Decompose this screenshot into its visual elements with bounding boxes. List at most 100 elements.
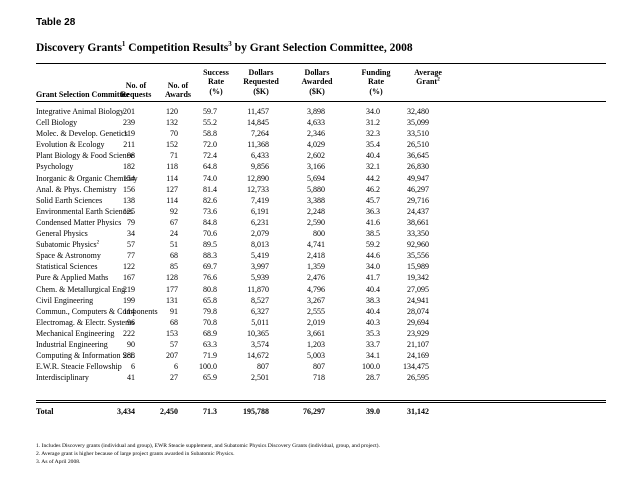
header-committee: Grant Selection Committee [36, 90, 130, 99]
cell-success-rate: 72.4 [203, 151, 217, 161]
table-row: E.W.R. Steacie Fellowship 6 6 100.0 807 807 10… [36, 361, 606, 372]
cell-requests: 154 [123, 173, 135, 183]
cell-funding-rate: 40.4 [366, 306, 380, 316]
cell-dollars-awarded: 807 [313, 362, 325, 372]
committee-name: Psychology [36, 161, 73, 172]
committee-name-text: Condensed Matter Physics [36, 217, 122, 227]
table-row: Evolution & Ecology 211 152 72.0 11,368 4,029… [36, 139, 606, 150]
committee-name-text: Plant Biology & Food Science [36, 151, 134, 161]
title-mid: Competition Results [125, 42, 229, 54]
committee-name: Cell Biology [36, 117, 77, 128]
cell-success-rate: 71.9 [203, 351, 217, 361]
cell-requests: 122 [123, 262, 135, 272]
cell-dollars-awarded: 2,019 [307, 317, 325, 327]
cell-average-grant: 27,095 [407, 284, 429, 294]
cell-dollars-requested: 14,845 [247, 118, 269, 128]
table-row: Environmental Earth Sciences 125 92 73.6 6,1… [36, 206, 606, 217]
top-rule [36, 63, 606, 64]
cell-average-grant: 21,107 [407, 339, 429, 349]
table-row: Pure & Applied Maths 167 128 76.6 5,939 2,476… [36, 272, 606, 283]
cell-success-rate: 70.6 [203, 229, 217, 239]
table-row: Civil Engineering 199 131 65.8 8,527 3,267 38.… [36, 295, 606, 306]
cell-funding-rate: 32.3 [366, 129, 380, 139]
cell-awards: 68 [170, 317, 178, 327]
cell-funding-rate: 44.6 [366, 251, 380, 261]
cell-success-rate: 63.3 [203, 339, 217, 349]
cell-dollars-requested: 11,457 [247, 107, 269, 116]
total-awards: 2,450 [160, 407, 178, 416]
cell-awards: 114 [166, 195, 178, 205]
cell-average-grant: 38,661 [407, 217, 429, 227]
cell-funding-rate: 59.2 [366, 240, 380, 250]
cell-average-grant: 24,169 [407, 351, 429, 361]
committee-name: Pure & Applied Maths [36, 272, 108, 283]
cell-awards: 91 [170, 306, 178, 316]
cell-awards: 92 [170, 206, 178, 216]
cell-dollars-requested: 12,733 [247, 184, 269, 194]
cell-awards: 132 [166, 118, 178, 128]
cell-funding-rate: 38.3 [366, 295, 380, 305]
table-row: Statistical Sciences 122 85 69.7 3,997 1,359 3… [36, 261, 606, 272]
cell-success-rate: 65.9 [203, 373, 217, 383]
cell-requests: 222 [123, 328, 135, 338]
cell-success-rate: 73.6 [203, 206, 217, 216]
cell-requests: 114 [123, 306, 135, 316]
header-awarded-line-3: ($K) [309, 86, 325, 96]
committee-name-text: Computing & Information Sci. [36, 351, 135, 361]
header-requested-line-2: Requested [243, 77, 279, 87]
cell-funding-rate: 41.6 [366, 217, 380, 227]
header-requested-line-1: Dollars [248, 68, 274, 77]
cell-awards: 152 [166, 140, 178, 150]
cell-funding-rate: 46.2 [366, 184, 380, 194]
cell-requests: 167 [123, 273, 135, 283]
header-grant-label: Grant [416, 77, 438, 87]
committee-name-text: Molec. & Develop. Genetics [36, 129, 128, 139]
cell-average-grant: 19,342 [407, 273, 429, 283]
cell-requests: 90 [127, 339, 135, 349]
header-awarded-line-1: Dollars [304, 68, 330, 77]
cell-awards: 70 [170, 129, 178, 139]
header-requested-line-3: ($K) [253, 86, 269, 96]
cell-average-grant: 35,556 [407, 251, 429, 261]
table-row: Inorganic & Organic Chemistry 154 114 74.0 1… [36, 173, 606, 184]
cell-dollars-requested: 3,997 [251, 262, 269, 272]
cell-success-rate: 81.4 [203, 184, 217, 194]
cell-requests: 182 [123, 162, 135, 172]
header-grant-footnote: 2 [437, 76, 440, 83]
header-dollars-awarded: Dollars Awarded ($K) [282, 68, 352, 96]
committee-name: Inorganic & Organic Chemistry [36, 173, 138, 184]
cell-funding-rate: 40.4 [366, 284, 380, 294]
title-rest: by Grant Selection Committee, 2008 [231, 42, 413, 54]
footnotes: 1. Includes Discovery grants (individual… [36, 442, 380, 466]
cell-requests: 6 [131, 362, 135, 372]
cell-requests: 211 [123, 140, 135, 150]
cell-average-grant: 26,830 [407, 162, 429, 172]
cell-average-grant: 28,074 [407, 306, 429, 316]
cell-success-rate: 89.5 [203, 240, 217, 250]
cell-dollars-awarded: 3,898 [307, 107, 325, 116]
table-label: Table 28 [36, 17, 76, 28]
cell-dollars-awarded: 4,029 [307, 140, 325, 150]
committee-name-text: Evolution & Ecology [36, 140, 105, 150]
cell-average-grant: 26,510 [407, 140, 429, 150]
committee-name-text: Chem. & Metallurgical Eng. [36, 284, 128, 294]
cell-average-grant: 46,297 [407, 184, 429, 194]
header-success-line-2: Rate [208, 77, 224, 87]
cell-dollars-requested: 3,574 [251, 339, 269, 349]
cell-success-rate: 59.7 [203, 107, 217, 116]
table-row: Mechanical Engineering 222 153 68.9 10,365 3,… [36, 328, 606, 339]
cell-dollars-requested: 6,231 [251, 217, 269, 227]
cell-requests: 98 [127, 151, 135, 161]
total-rule-upper [36, 400, 606, 401]
cell-awards: 118 [166, 162, 178, 172]
cell-dollars-awarded: 2,602 [307, 151, 325, 161]
table-row: Solid Earth Sciences 138 114 82.6 7,419 3,388… [36, 195, 606, 206]
table-row: Molec. & Develop. Genetics 119 70 58.8 7,264… [36, 128, 606, 139]
committee-name-text: Subatomic Physics [36, 240, 97, 250]
cell-requests: 219 [123, 284, 135, 294]
committee-name-text: Electromag. & Electr. Systems [36, 317, 135, 327]
cell-dollars-awarded: 5,880 [307, 184, 325, 194]
cell-dollars-awarded: 1,203 [307, 339, 325, 349]
committee-name: Solid Earth Sciences [36, 195, 102, 206]
committee-name-text: Pure & Applied Maths [36, 273, 109, 283]
